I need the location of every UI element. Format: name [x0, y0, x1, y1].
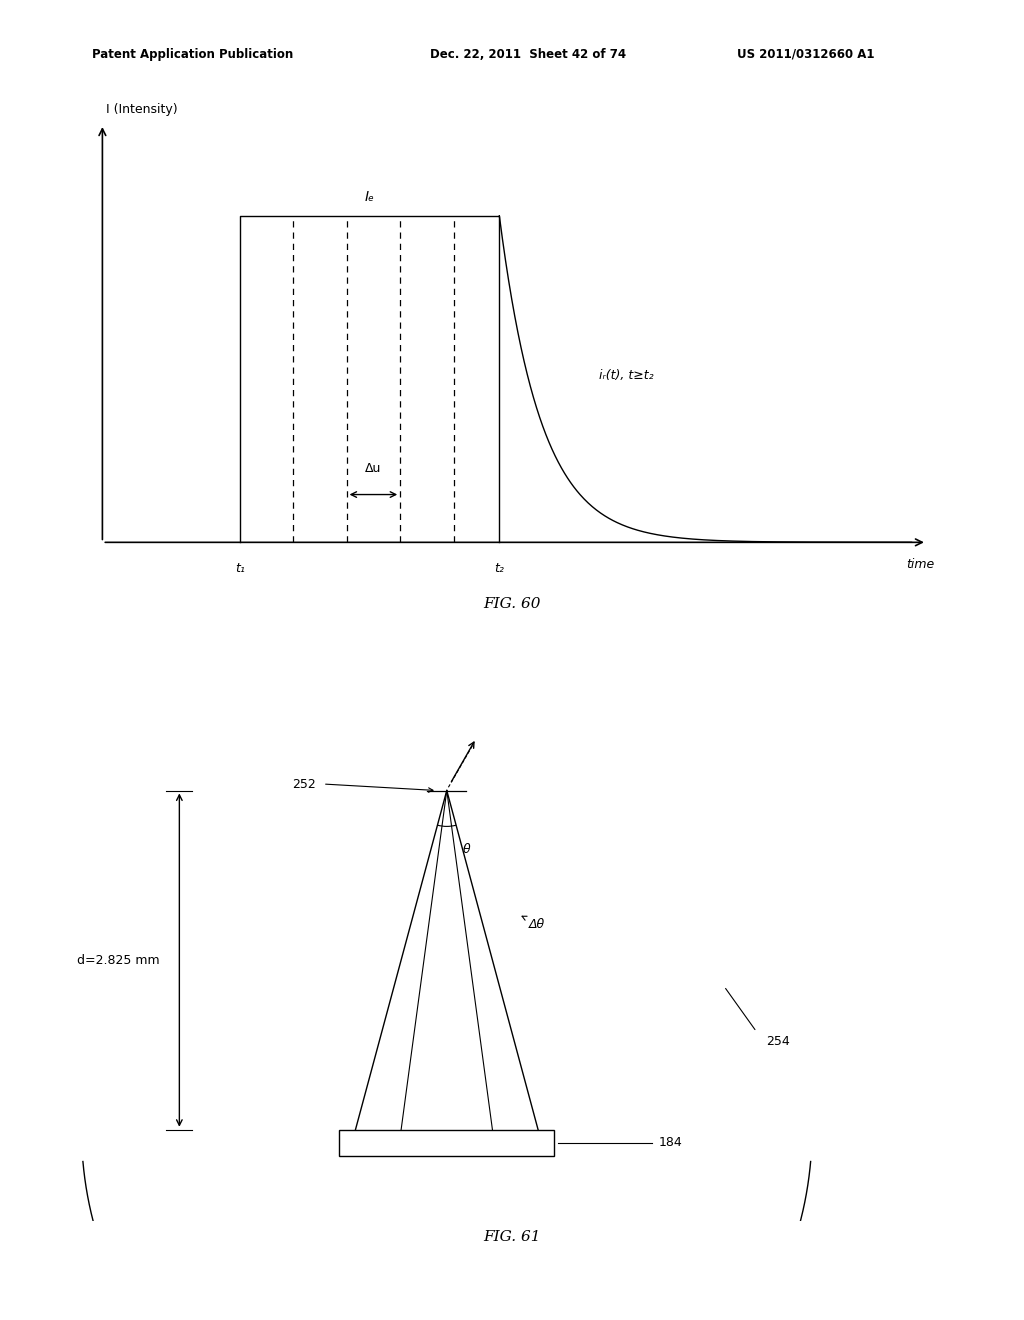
Text: Dec. 22, 2011  Sheet 42 of 74: Dec. 22, 2011 Sheet 42 of 74 — [430, 48, 627, 61]
Text: θ: θ — [463, 842, 471, 855]
Text: t₁: t₁ — [234, 562, 245, 576]
Text: time: time — [906, 558, 935, 572]
Text: I (Intensity): I (Intensity) — [106, 103, 178, 116]
Bar — [339, 1130, 554, 1156]
Text: 254: 254 — [766, 1035, 791, 1048]
Text: Iₑ: Iₑ — [365, 190, 375, 203]
Text: US 2011/0312660 A1: US 2011/0312660 A1 — [737, 48, 874, 61]
Text: Patent Application Publication: Patent Application Publication — [92, 48, 294, 61]
Text: Δθ: Δθ — [528, 917, 545, 931]
Text: FIG. 60: FIG. 60 — [483, 597, 541, 611]
Text: 252: 252 — [293, 777, 316, 791]
Text: d=2.825 mm: d=2.825 mm — [77, 953, 160, 966]
Text: t₂: t₂ — [495, 562, 504, 576]
Text: iᵣ(t), t≥t₂: iᵣ(t), t≥t₂ — [599, 368, 653, 381]
Text: FIG. 61: FIG. 61 — [483, 1230, 541, 1245]
Text: Δu: Δu — [366, 462, 382, 475]
Text: 184: 184 — [658, 1137, 683, 1150]
